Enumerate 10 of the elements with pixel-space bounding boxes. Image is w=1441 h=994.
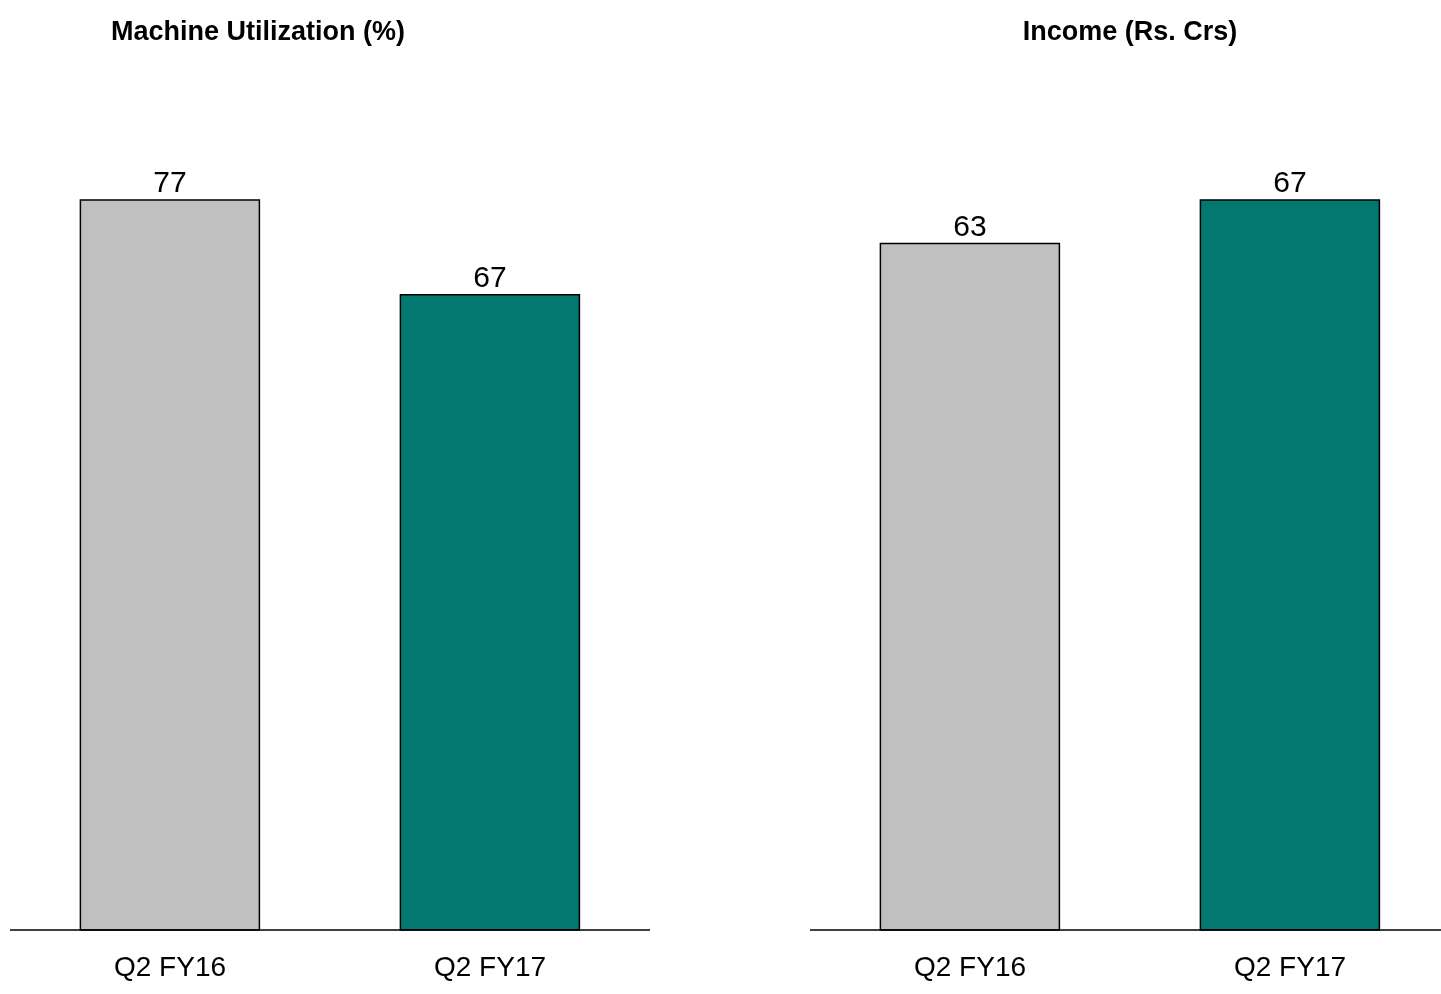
data-label: 67: [473, 259, 507, 293]
x-tick-label: Q2 FY16: [913, 950, 1027, 982]
data-label: 77: [153, 165, 187, 198]
x-tick-label: Q2 FY17: [1233, 950, 1347, 982]
x-tick-label: Q2 FY16: [113, 950, 227, 982]
x-tick-label: Q2 FY17: [433, 950, 547, 982]
chart-title: Machine Utilization (%): [110, 16, 406, 47]
chart-title: Income (Rs. Crs): [1021, 16, 1239, 47]
data-label: 63: [953, 208, 987, 242]
data-label: 67: [1273, 165, 1307, 198]
